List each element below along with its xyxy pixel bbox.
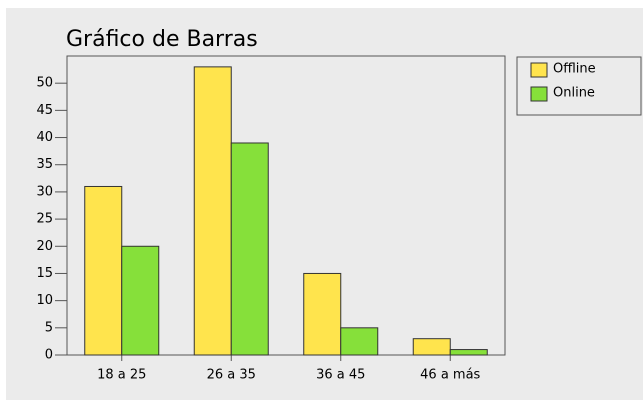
bar — [193, 66, 232, 356]
x-tick-label: 36 a 45 — [316, 368, 365, 383]
y-tick-label: 50 — [36, 76, 53, 91]
y-tick-label: 10 — [36, 293, 53, 308]
bar — [303, 272, 342, 356]
y-tick-label: 25 — [36, 212, 53, 227]
bar — [121, 245, 160, 356]
bar — [412, 338, 451, 356]
legend-label: Online — [553, 86, 595, 101]
y-tick-label: 40 — [36, 130, 53, 145]
legend-label: Offline — [553, 62, 596, 77]
x-tick-label: 26 a 35 — [207, 368, 256, 383]
legend-swatch — [530, 86, 548, 102]
y-tick-label: 35 — [36, 157, 53, 172]
y-tick-label: 45 — [36, 103, 53, 118]
y-tick-label: 20 — [36, 239, 53, 254]
y-tick-label: 5 — [45, 320, 53, 335]
bar — [230, 142, 269, 356]
chart-title: Gráfico de Barras — [66, 27, 258, 52]
bar — [340, 327, 379, 356]
bar — [84, 185, 123, 356]
bar — [449, 349, 488, 356]
plot-frame — [66, 55, 506, 356]
y-tick-label: 30 — [36, 184, 53, 199]
legend-frame — [516, 56, 642, 116]
x-tick-label: 46 a más — [420, 368, 480, 383]
y-tick-label: 15 — [36, 266, 53, 281]
y-tick-label: 0 — [45, 348, 53, 363]
legend-swatch — [530, 62, 548, 78]
x-tick-label: 18 a 25 — [97, 368, 146, 383]
